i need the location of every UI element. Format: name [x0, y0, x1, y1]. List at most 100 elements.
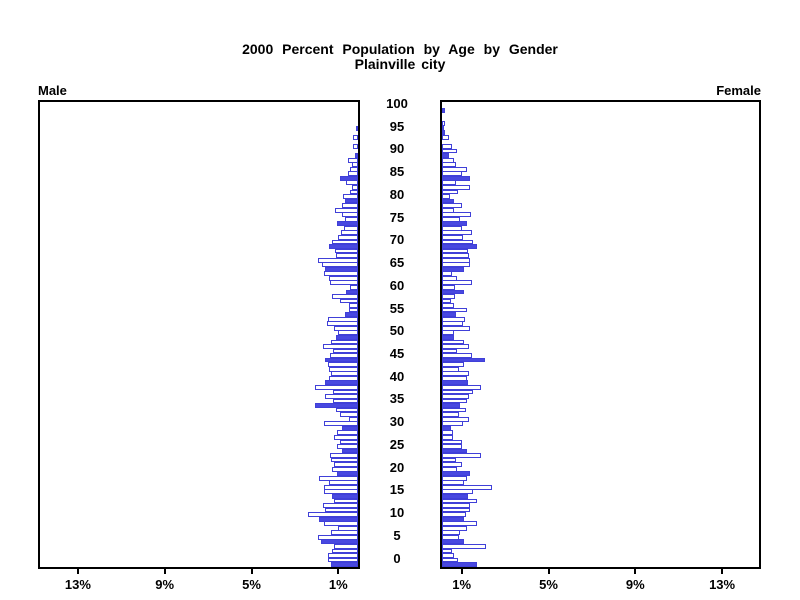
female-bar-age-1: [442, 557, 459, 563]
female-bar-age-78: [442, 207, 454, 213]
male-bar-age-63: [328, 275, 358, 281]
female-bar-age-91: [442, 148, 458, 154]
female-bar-age-87: [442, 166, 467, 172]
female-bar-age-43: [442, 366, 460, 372]
male-bar-age-50: [336, 334, 358, 340]
female-bar-age-10: [442, 516, 464, 522]
male-xtick-5: [250, 569, 253, 574]
female-bar-age-26: [442, 444, 462, 449]
male-bar-age-92: [352, 144, 358, 149]
age-tick-label-80: 80: [389, 186, 405, 202]
female-xtick-13: [721, 569, 724, 574]
age-tick-label-95: 95: [389, 118, 405, 134]
male-bar-age-80: [344, 198, 358, 204]
male-bar-age-16: [324, 489, 358, 495]
female-bar-age-64: [442, 271, 452, 277]
female-bar-age-28: [442, 434, 453, 440]
female-bar-age-53: [442, 321, 463, 327]
male-bar-age-60: [346, 289, 358, 295]
male-bar-age-58: [339, 298, 358, 304]
male-bar-age-64: [324, 271, 358, 277]
female-bar-age-55: [442, 312, 457, 318]
male-bar-age-6: [317, 534, 358, 540]
female-bar-age-21: [442, 466, 458, 472]
female-bar-age-65: [442, 266, 464, 272]
female-bar-age-80: [442, 198, 454, 204]
female-xtick-9: [634, 569, 637, 574]
male-bar-age-68: [336, 253, 358, 258]
male-bar-age-46: [329, 353, 358, 358]
female-bar-age-86: [442, 171, 462, 177]
male-bar-age-2: [327, 553, 358, 558]
male-bar-age-84: [346, 180, 358, 186]
female-xtick-label-9: 9%: [625, 577, 645, 592]
male-bar-age-18: [328, 480, 358, 486]
female-bar-age-18: [442, 480, 464, 486]
female-bar-age-22: [442, 462, 462, 468]
male-bar-age-21: [331, 466, 358, 472]
female-bar-age-40: [442, 380, 469, 386]
male-axis-label: Male: [38, 83, 67, 98]
female-bar-age-11: [442, 512, 466, 518]
female-bar-age-33: [442, 412, 460, 418]
female-bar-age-84: [442, 180, 457, 186]
female-bar-age-50: [442, 334, 454, 340]
age-tick-label-65: 65: [389, 255, 405, 271]
female-bar-age-90: [442, 153, 449, 158]
age-tick-label-5: 5: [393, 527, 401, 543]
female-bar-age-70: [442, 244, 477, 249]
male-bar-age-86: [348, 171, 358, 177]
male-bar-age-55: [344, 312, 358, 318]
female-bar-age-48: [442, 344, 470, 349]
female-bar-age-4: [442, 544, 487, 549]
female-bar-age-62: [442, 280, 473, 286]
male-bar-age-45: [325, 357, 358, 363]
female-bar-age-38: [442, 389, 474, 395]
male-bar-age-41: [328, 375, 358, 381]
male-bar-age-38: [333, 389, 358, 395]
male-bar-age-65: [325, 266, 358, 272]
female-bar-age-16: [442, 489, 474, 495]
male-bar-age-19: [318, 475, 358, 481]
age-tick-label-60: 60: [389, 277, 405, 293]
female-panel: [440, 100, 761, 569]
male-bar-age-8: [338, 525, 358, 531]
male-bar-age-29: [337, 430, 358, 436]
male-bar-age-0: [330, 562, 358, 567]
female-bar-age-45: [442, 357, 486, 363]
male-bar-age-3: [331, 548, 358, 554]
male-bar-age-53: [326, 321, 358, 327]
female-bar-age-88: [442, 162, 457, 168]
male-xtick-label-1: 1%: [328, 577, 348, 592]
female-bar-age-63: [442, 275, 458, 281]
female-bar-age-81: [442, 194, 450, 199]
age-tick-label-40: 40: [389, 368, 405, 384]
female-bar-age-41: [442, 375, 467, 381]
male-bar-age-56: [349, 307, 358, 313]
male-bar-age-32: [349, 416, 358, 422]
female-bar-age-58: [442, 298, 451, 304]
female-bar-age-47: [442, 348, 458, 354]
male-bar-age-94: [352, 134, 358, 140]
male-bar-age-25: [341, 448, 358, 454]
female-bar-age-29: [442, 430, 453, 436]
female-bar-age-66: [442, 262, 471, 268]
male-bar-age-73: [340, 230, 358, 236]
female-bar-age-32: [442, 416, 470, 422]
male-xtick-label-13: 13%: [64, 577, 91, 592]
female-bar-age-37: [442, 394, 470, 399]
male-bar-age-78: [335, 207, 358, 213]
male-bar-age-54: [327, 316, 358, 322]
female-bar-age-46: [442, 353, 473, 358]
male-bar-age-62: [329, 280, 358, 286]
female-bar-age-49: [442, 339, 464, 345]
male-bar-age-12: [325, 507, 358, 513]
male-panel: [38, 100, 360, 569]
male-bar-age-39: [314, 384, 358, 390]
female-axis-label: Female: [716, 83, 761, 98]
male-bar-age-31: [324, 421, 358, 427]
female-bar-age-74: [442, 225, 462, 231]
age-tick-label-50: 50: [389, 323, 405, 339]
male-bar-age-75: [337, 221, 358, 227]
male-bar-age-90: [354, 153, 358, 158]
